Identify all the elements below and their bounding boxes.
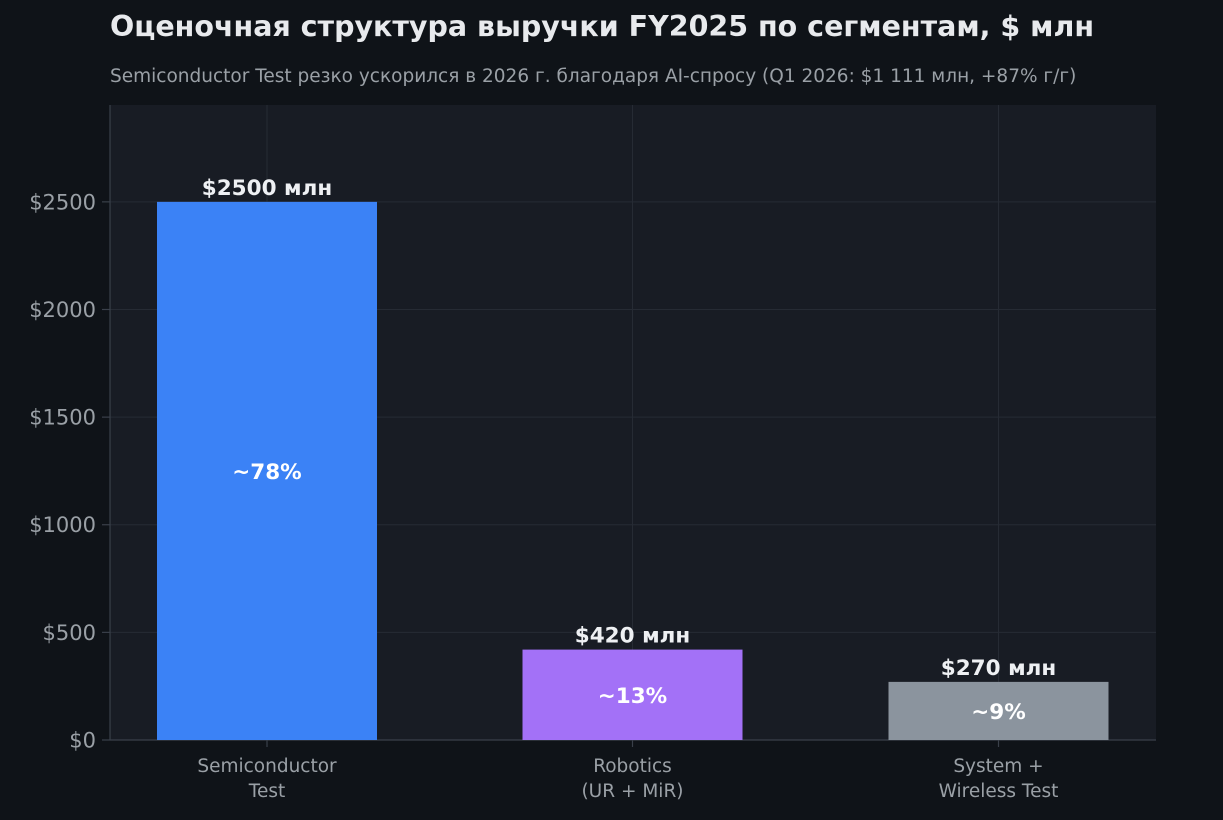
bar-share-label: ~13%	[598, 684, 667, 709]
y-tick-label: $0	[69, 729, 96, 753]
x-tick-label: (UR + MiR)	[581, 781, 683, 802]
x-tick-label: Test	[248, 781, 285, 802]
bar-share-label: ~78%	[232, 460, 301, 485]
y-tick-label: $2000	[29, 298, 96, 322]
x-tick-label: Semiconductor	[197, 756, 337, 777]
bar-value-label: $270 млн	[941, 656, 1057, 681]
axes: $0 $500 $1000 $1500 $2000 $2500 Semiconductor T…	[29, 105, 1156, 802]
y-tick-label: $2500	[29, 190, 96, 214]
y-tick-label: $500	[43, 621, 96, 645]
chart-title: Оценочная структура выручки FY2025 по се…	[110, 10, 1095, 43]
bar-value-label: $420 млн	[575, 624, 691, 649]
bars	[157, 201, 1109, 741]
x-tick-label: Wireless Test	[939, 781, 1059, 802]
bar-share-label: ~9%	[971, 700, 1026, 725]
x-tick-label: System +	[953, 756, 1043, 777]
y-tick-label: $1500	[29, 406, 96, 430]
bar	[888, 681, 1109, 740]
bar-value-label: $2500 млн	[202, 176, 332, 201]
y-tick-label: $1000	[29, 513, 96, 537]
bar	[157, 201, 377, 741]
labels: $2500 млн ~78% $420 млн ~13% $270 млн ~9%	[202, 176, 1056, 725]
chart-subtitle: Semiconductor Test резко ускорился в 202…	[110, 66, 1077, 87]
bar	[522, 649, 743, 740]
x-tick-label: Robotics	[593, 756, 672, 777]
